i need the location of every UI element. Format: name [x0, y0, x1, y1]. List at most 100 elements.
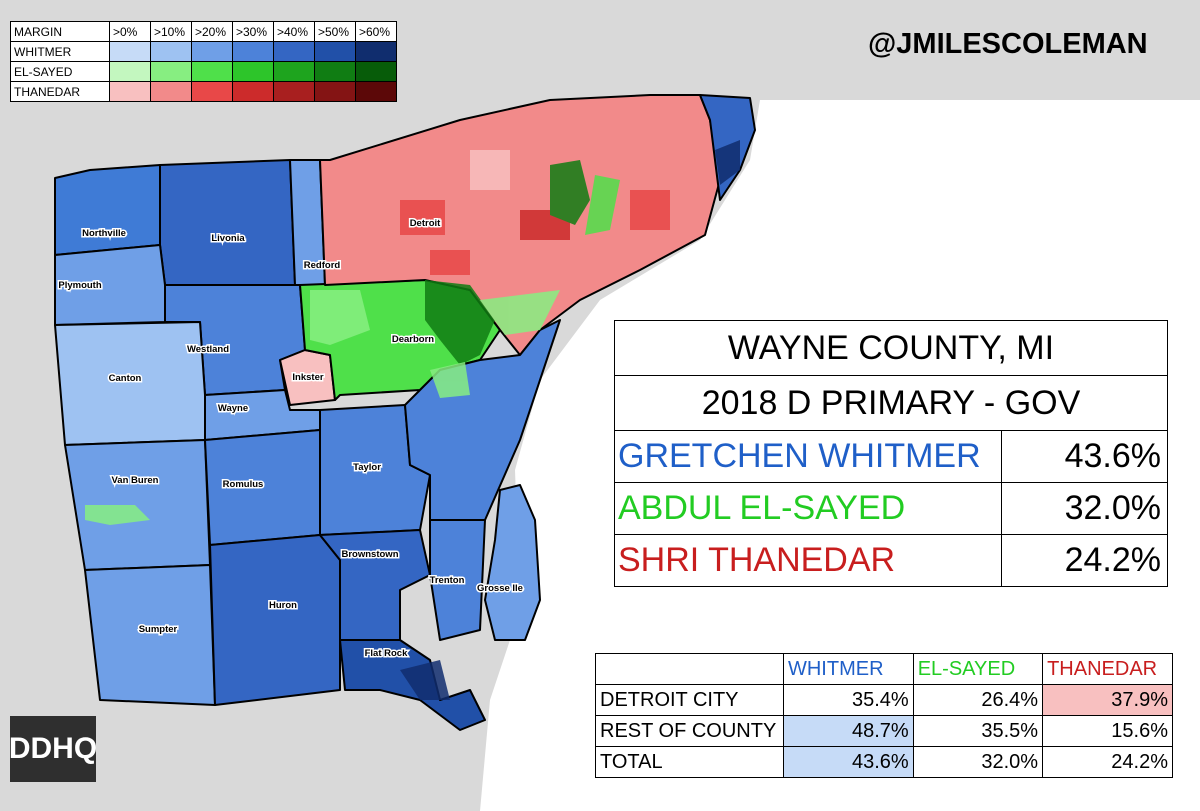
precinct-detroit-e [600, 130, 650, 170]
breakdown-cell: 35.4% [782, 684, 914, 716]
legend-swatch [355, 41, 397, 62]
summary-title: WAYNE COUNTY, MI [614, 320, 1168, 376]
legend-bin: >40% [273, 21, 315, 42]
city-label: Taylor [353, 462, 381, 473]
breakdown-header: THANEDAR [1042, 653, 1173, 685]
legend-swatch [109, 81, 151, 102]
breakdown-row: DETROIT CITY 35.4% 26.4% 37.9% [595, 684, 1173, 716]
breakdown-row: TOTAL 43.6% 32.0% 24.2% [595, 746, 1173, 778]
legend-swatch [273, 41, 315, 62]
city-label: Wayne [218, 403, 248, 414]
logo-text: DDHQ [8, 732, 98, 765]
breakdown-corner [595, 653, 784, 685]
city-label: Grosse Ile [477, 583, 523, 594]
legend-swatch [150, 61, 192, 82]
candidate-name: SHRI THANEDAR [614, 534, 1002, 587]
precinct-detroit-green [585, 175, 620, 235]
legend-header-row: MARGIN >0% >10% >20% >30% >40% >50% >60% [10, 21, 397, 42]
summary-subtitle: 2018 D PRIMARY - GOV [614, 375, 1168, 431]
region-grosse-ile[interactable] [484, 484, 541, 641]
breakdown-row-label: TOTAL [595, 746, 784, 778]
candidate-row: GRETCHEN WHITMER 43.6% [614, 430, 1168, 483]
region-livonia[interactable] [159, 159, 296, 286]
region-sumpter[interactable] [84, 564, 216, 706]
legend-swatch [273, 81, 315, 102]
precinct-flat-rock-dark [400, 660, 450, 700]
ddhq-logo: DDHQ [8, 716, 98, 782]
breakdown-cell: 32.0% [912, 746, 1044, 778]
city-label: Dearborn [392, 334, 434, 345]
city-label: Canton [109, 373, 142, 384]
legend-swatch [109, 61, 151, 82]
region-huron[interactable] [209, 534, 341, 706]
city-label: Huron [269, 600, 297, 611]
legend-row-whitmer: WHITMER [10, 41, 397, 62]
results-summary-box: WAYNE COUNTY, MI 2018 D PRIMARY - GOV GR… [614, 320, 1168, 587]
legend-swatch [150, 81, 192, 102]
precinct-dearborn-core [425, 280, 495, 365]
results-breakdown-table: WHITMER EL-SAYED THANEDAR DETROIT CITY 3… [595, 653, 1173, 778]
precinct-detroit-b [400, 200, 445, 235]
legend-swatch [355, 81, 397, 102]
region-brownstown[interactable] [319, 529, 431, 641]
margin-legend: MARGIN >0% >10% >20% >30% >40% >50% >60%… [10, 21, 397, 102]
legend-swatch [232, 41, 274, 62]
author-handle: @JMILESCOLEMAN [868, 28, 1148, 60]
city-label: Inkster [292, 372, 323, 383]
legend-row-label: THANEDAR [10, 81, 110, 102]
legend-row-label: WHITMER [10, 41, 110, 62]
legend-bin: >20% [191, 21, 233, 42]
precinct-detroit-f [630, 190, 670, 230]
legend-swatch [232, 61, 274, 82]
breakdown-cell: 35.5% [912, 715, 1044, 747]
precinct-southwest-detroit [480, 290, 560, 335]
city-label: Flat Rock [365, 648, 408, 659]
legend-bin: >60% [355, 21, 397, 42]
legend-swatch [191, 81, 233, 102]
breakdown-row-label: DETROIT CITY [595, 684, 784, 716]
breakdown-cell: 37.9% [1042, 684, 1173, 716]
precinct-hamtramck [550, 160, 590, 225]
legend-row-label: EL-SAYED [10, 61, 110, 82]
legend-row-el-sayed: EL-SAYED [10, 61, 397, 82]
precinct-detroit-g [430, 250, 470, 275]
city-label: Sumpter [139, 624, 178, 635]
candidate-pct: 32.0% [1001, 482, 1168, 535]
legend-swatch [314, 61, 356, 82]
city-label: Northville [82, 228, 126, 239]
legend-swatch [191, 41, 233, 62]
city-label: Romulus [223, 479, 264, 490]
city-label: Trenton [430, 575, 465, 586]
region-northville[interactable] [54, 164, 161, 256]
city-label: Livonia [211, 233, 245, 244]
candidate-name: ABDUL EL-SAYED [614, 482, 1002, 535]
precinct-dearborn-heights [430, 362, 470, 398]
city-label: Redford [304, 260, 341, 271]
precinct-gp-dark [715, 140, 740, 185]
breakdown-row-label: REST OF COUNTY [595, 715, 784, 747]
breakdown-header-row: WHITMER EL-SAYED THANEDAR [595, 653, 1173, 685]
candidate-pct: 43.6% [1001, 430, 1168, 483]
breakdown-cell: 43.6% [782, 746, 914, 778]
breakdown-cell: 26.4% [912, 684, 1044, 716]
legend-swatch [273, 61, 315, 82]
city-label: Detroit [410, 218, 441, 229]
legend-bin: >0% [109, 21, 151, 42]
legend-row-thanedar: THANEDAR [10, 81, 397, 102]
precinct-detroit-a [350, 170, 390, 200]
candidate-row: SHRI THANEDAR 24.2% [614, 534, 1168, 587]
candidate-row: ABDUL EL-SAYED 32.0% [614, 482, 1168, 535]
legend-bin: >10% [150, 21, 192, 42]
city-label: Westland [187, 344, 229, 355]
precinct-dearborn-west [310, 290, 370, 345]
city-label: Van Buren [112, 475, 159, 486]
candidate-name: GRETCHEN WHITMER [614, 430, 1002, 483]
city-label: Plymouth [58, 280, 101, 291]
legend-swatch [314, 81, 356, 102]
precinct-van-buren-green [85, 505, 150, 525]
breakdown-row: REST OF COUNTY 48.7% 35.5% 15.6% [595, 715, 1173, 747]
breakdown-header: EL-SAYED [912, 653, 1044, 685]
legend-swatch [191, 61, 233, 82]
legend-header-label: MARGIN [10, 21, 110, 42]
candidate-pct: 24.2% [1001, 534, 1168, 587]
